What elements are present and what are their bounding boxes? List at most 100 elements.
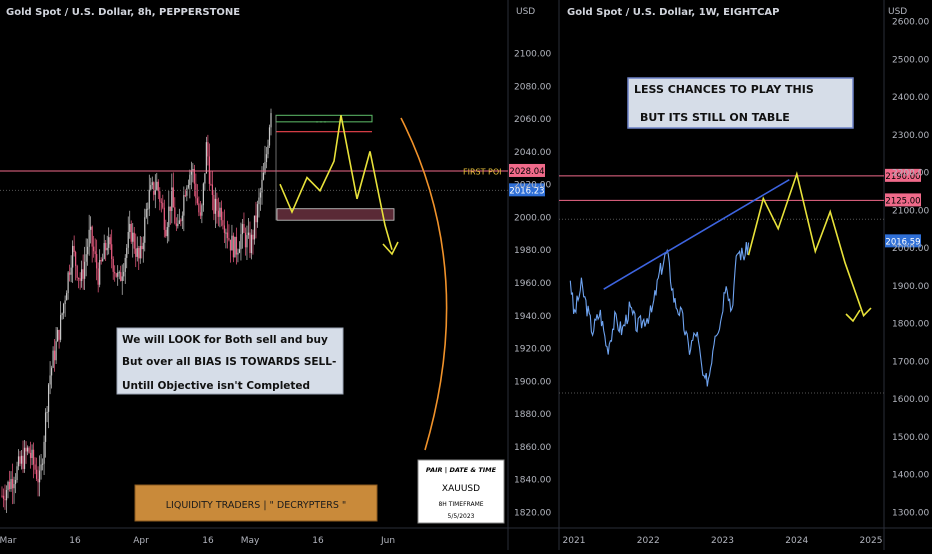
left-y-tick-label: 1820.00: [514, 509, 551, 519]
candle-body: [144, 217, 146, 243]
candle-body: [13, 484, 15, 489]
candle-body: [87, 246, 89, 255]
right-level-text-0: 2190.00: [885, 172, 920, 182]
candle-body: [172, 187, 174, 208]
candle-body: [196, 198, 198, 204]
left-x-tick-label: Apr: [133, 536, 149, 546]
candle-body: [35, 469, 38, 479]
candle-body: [207, 142, 209, 157]
candle-body: [108, 237, 110, 248]
candle-body: [55, 341, 57, 361]
candle-body: [50, 367, 53, 376]
left-projection-arrowhead: [382, 241, 399, 256]
candle-body: [231, 235, 233, 251]
info-date: 5/5/2023: [448, 513, 475, 520]
candle-body: [70, 267, 72, 275]
right-note-line-2: BUT ITS STILL ON TABLE: [640, 111, 790, 124]
candle-body: [255, 215, 257, 223]
candle-body: [222, 220, 224, 226]
candle-body: [123, 271, 125, 277]
right-currency-label: USD: [888, 7, 907, 17]
candle-body: [244, 232, 247, 248]
left-y-tick-label: 1960.00: [514, 279, 551, 289]
first-poi-price-text: 2028.04: [509, 167, 544, 177]
candle-body: [124, 257, 126, 272]
candle-body: [208, 156, 210, 184]
candle-body: [165, 229, 167, 237]
candle-body: [75, 252, 77, 266]
candle-body: [28, 447, 30, 453]
candle-body: [190, 170, 192, 175]
candle-body: [64, 300, 66, 304]
left-y-axis: 2100.00 2080.00 2060.00 2040.00 2020.00 2000.…: [514, 50, 551, 519]
right-y-tick-label: 1500.00: [892, 433, 929, 443]
candle-body: [17, 456, 20, 467]
candle-body: [141, 246, 143, 250]
candle-body: [7, 481, 9, 491]
candle-body: [117, 272, 119, 277]
candle-body: [29, 452, 32, 458]
candle-body: [84, 261, 86, 279]
candle-body: [99, 260, 101, 285]
candle-body: [166, 227, 168, 237]
last-price-tag: [509, 183, 545, 197]
candle-body: [148, 189, 150, 209]
candle-body: [115, 273, 117, 277]
candle-body: [79, 278, 81, 281]
candle-body: [4, 498, 6, 501]
candle-body: [53, 350, 56, 361]
candle-body: [37, 478, 39, 483]
left-y-tick-label: 2040.00: [514, 148, 551, 158]
right-y-tick-label: 1900.00: [892, 282, 929, 292]
left-x-axis: Mar 16 Apr 16 May 16 Jun: [0, 536, 395, 546]
candle-body: [258, 197, 260, 205]
right-price-series: [569, 242, 750, 387]
left-candles: [1, 108, 272, 514]
candle-body: [240, 234, 242, 250]
candle-body: [129, 223, 131, 233]
candle-body: [52, 350, 54, 368]
candle-body: [118, 272, 120, 274]
right-x-tick-label: 2023: [711, 536, 734, 546]
candle-body: [103, 243, 105, 259]
first-poi-price-tag: [509, 163, 545, 177]
candle-body: [41, 463, 44, 465]
candle-body: [238, 249, 241, 253]
candle-body: [46, 411, 48, 413]
candle-body: [10, 479, 12, 490]
candle-body: [102, 258, 104, 262]
left-y-tick-label: 1940.00: [514, 312, 551, 322]
candle-body: [160, 201, 162, 203]
candle-body: [219, 207, 221, 217]
candle-body: [111, 244, 113, 259]
candle-body: [162, 202, 164, 208]
candle-body: [44, 412, 47, 442]
right-y-tick-label: 1600.00: [892, 395, 929, 405]
right-x-tick-label: 2021: [563, 536, 586, 546]
candle-body: [180, 220, 182, 222]
candle-body: [69, 272, 71, 275]
candle-body: [261, 179, 263, 193]
candle-body: [243, 224, 245, 233]
candle-body: [228, 238, 230, 240]
right-y-tick-label: 1400.00: [892, 471, 929, 481]
right-level-text-1: 2125.00: [885, 196, 920, 206]
candle-body: [66, 293, 68, 301]
candle-body: [81, 269, 83, 281]
candle-body: [189, 174, 191, 185]
right-y-tick-label: 2000.00: [892, 244, 929, 254]
candle-body: [229, 239, 232, 251]
right-y-tick-label: 1300.00: [892, 509, 929, 519]
left-x-tick-label: Jun: [380, 536, 395, 546]
candle-body: [16, 466, 18, 480]
candle-body: [225, 232, 227, 234]
candle-body: [94, 251, 96, 255]
candle-body: [78, 277, 80, 279]
candle-body: [250, 234, 253, 254]
candle-body: [22, 455, 24, 469]
candle-body: [151, 182, 153, 186]
candle-body: [145, 209, 147, 218]
candle-body: [237, 252, 239, 255]
candle-body: [205, 142, 207, 174]
candle-body: [264, 162, 266, 173]
